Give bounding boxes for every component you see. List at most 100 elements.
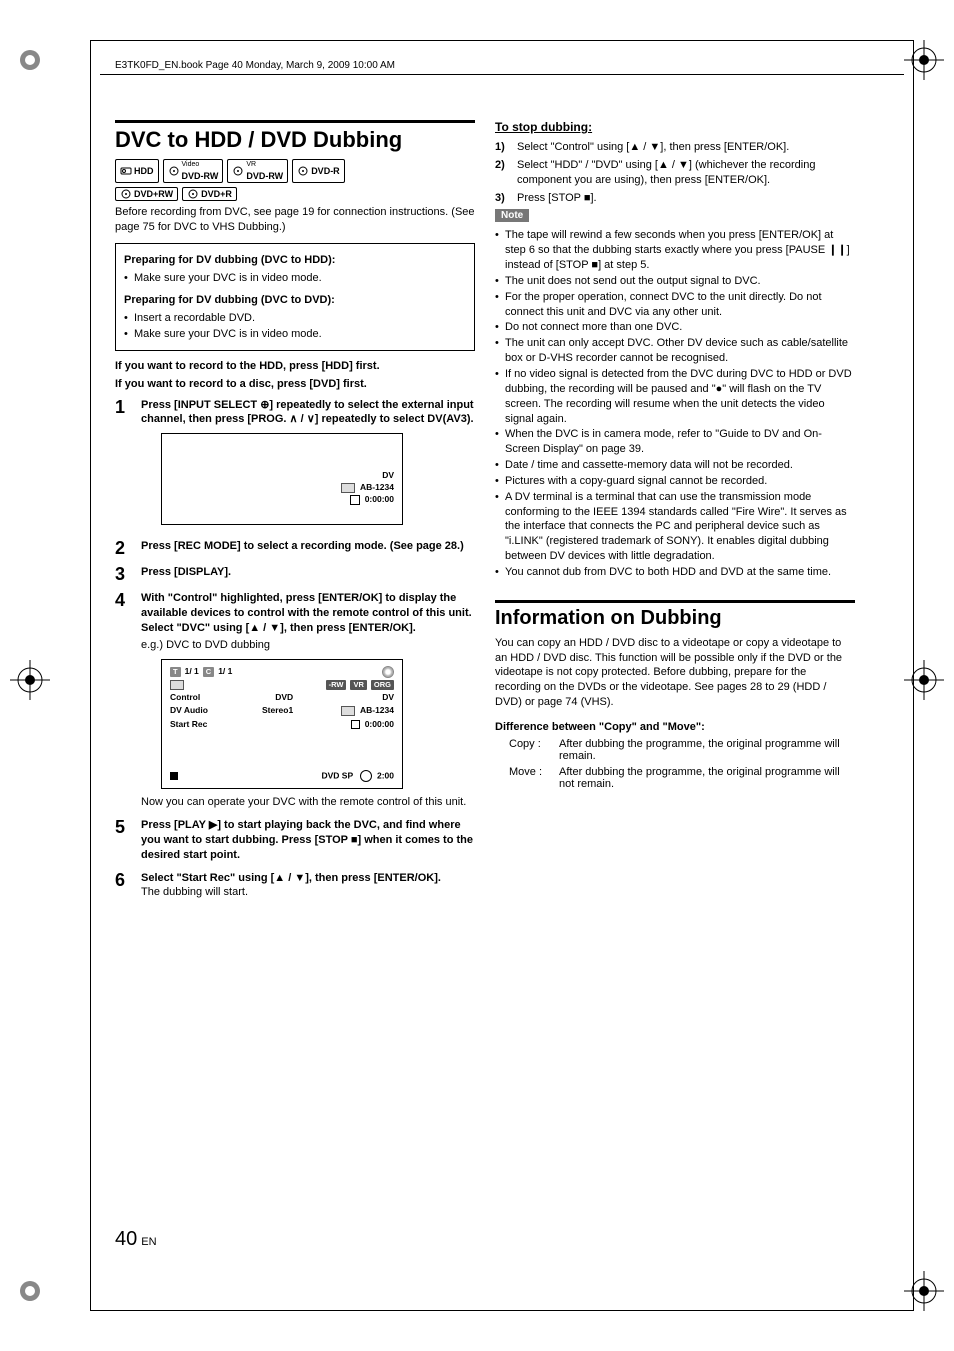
badge-dvd-plus-rw: DVD+RW [115,187,178,201]
osd-c-badge: C [203,667,214,677]
note-item: The unit can only accept DVC. Other DV d… [495,336,855,366]
step-number: 1) [495,140,511,155]
note-item: A DV terminal is a terminal that can use… [495,490,855,564]
badge-label: DVD-RW [246,171,283,181]
step-after-text: The dubbing will start. [141,885,475,900]
note-item: Do not connect more than one DVC. [495,320,855,335]
note-item: Pictures with a copy-guard signal cannot… [495,474,855,489]
diff-value: After dubbing the programme, the origina… [559,738,855,762]
note-item: Date / time and cassette-memory data wil… [495,458,855,473]
diff-key: Move : [509,766,553,790]
page-number-value: 40 [115,1228,137,1250]
badge-label: DVD+RW [134,189,173,199]
pre-instruction: If you want to record to a disc, press [… [115,377,475,392]
note-list: The tape will rewind a few seconds when … [495,228,855,579]
diff-move-row: Move : After dubbing the programme, the … [509,766,855,790]
prep-hdd-heading: Preparing for DV dubbing (DVC to HDD): [124,253,466,268]
page-lang: EN [141,1236,156,1248]
step-text: Press [PLAY ▶] to start playing back the… [141,818,475,863]
note-item: The tape will rewind a few seconds when … [495,228,855,273]
badge-dvd-rw-vr: VR DVD-RW [227,159,288,183]
reg-mark-icon [10,40,50,80]
step-number: 5 [115,818,131,863]
tape-icon [170,680,184,690]
reg-mark-icon [10,1271,50,1311]
step-number: 6 [115,871,131,901]
step-text: Press [INPUT SELECT ⊕] repeatedly to sel… [141,399,474,426]
tape-icon [341,706,355,716]
osd-time: 0:00:00 [365,719,394,729]
badge-sup: Video [182,161,200,168]
right-column: To stop dubbing: 1) Select "Control" usin… [495,120,855,908]
badge-sup: VR [246,161,256,168]
osd-duration: 2:00 [377,770,394,780]
step-item: 3 Press [DISPLAY]. [115,565,475,583]
info-heading: Information on Dubbing [495,607,855,630]
reg-mark-icon [10,660,50,700]
header-rule [100,74,904,75]
note-item: You cannot dub from DVC to both HDD and … [495,565,855,580]
step-number: 4 [115,591,131,810]
step-example-label: e.g.) DVC to DVD dubbing [141,638,475,653]
osd-dvdsp-label: DVD SP [322,770,354,780]
preparation-box: Preparing for DV dubbing (DVC to HDD): M… [115,243,475,351]
osd-code: AB-1234 [360,705,394,715]
diff-key: Copy : [509,738,553,762]
step-text: Select "Control" using [▲ / ▼], then pre… [517,140,789,155]
section-rule [495,600,855,603]
badge-dvd-plus-r: DVD+R [182,187,237,201]
stop-icon [170,772,178,780]
step-number: 3 [115,565,131,583]
osd-counter: 1/ 1 [218,666,232,677]
stop-icon [350,495,360,505]
info-text: You can copy an HDD / DVD disc to a vide… [495,636,855,710]
note-label: Note [495,209,529,222]
intro-text: Before recording from DVC, see page 19 f… [115,205,475,235]
stop-step: 2)Select "HDD" / "DVD" using [▲ / ▼] (wh… [495,158,855,188]
osd-rw-badge: -RW [326,680,347,690]
step-number: 1 [115,398,131,532]
osd-counter: 1/ 1 [185,666,199,677]
stop-heading: To stop dubbing: [495,120,855,134]
left-column: DVC to HDD / DVD Dubbing HDD VideoDVD-RW… [115,120,475,908]
osd-screen-1: DV AB-1234 0:00:00 [161,433,403,525]
step-number: 2) [495,158,511,188]
stop-icon [351,720,360,729]
note-item: The unit does not send out the output si… [495,274,855,289]
content-area: DVC to HDD / DVD Dubbing HDD VideoDVD-RW… [115,120,860,908]
step-number: 3) [495,191,511,206]
stop-steps: 1) Select "Control" using [▲ / ▼], then p… [495,140,855,205]
badge-dvd-r: DVD-R [292,159,345,183]
step-text: Press [REC MODE] to select a recording m… [141,539,475,557]
osd-vr-badge: VR [350,680,366,690]
pre-instruction: If you want to record to the HDD, press … [115,359,475,374]
osd-org-badge: ORG [371,680,394,690]
prep-bullet: Insert a recordable DVD. [124,311,466,326]
osd-dvd-value: DVD [275,692,293,703]
clock-icon [360,770,372,782]
step-after-text: Now you can operate your DVC with the re… [141,795,475,810]
osd-dv-label: DV [341,470,394,482]
step-item: 5 Press [PLAY ▶] to start playing back t… [115,818,475,863]
step-number: 2 [115,539,131,557]
media-badges: HDD VideoDVD-RW VRDVD-RW DVD-R [115,159,475,183]
prep-bullet: Make sure your DVC is in video mode. [124,271,466,286]
step-item: 2 Press [REC MODE] to select a recording… [115,539,475,557]
osd-dvaudio-label: DV Audio [170,705,208,716]
manual-page: E3TK0FD_EN.book Page 40 Monday, March 9,… [0,0,954,1351]
note-item: For the proper operation, connect DVC to… [495,290,855,320]
osd-t-badge: T [170,667,181,677]
osd-control-label: Control [170,692,200,703]
tape-icon [341,483,355,493]
note-item: If no video signal is detected from the … [495,367,855,426]
diff-value: After dubbing the programme, the origina… [559,766,855,790]
running-header: E3TK0FD_EN.book Page 40 Monday, March 9,… [115,60,395,71]
steps-list: 1 Press [INPUT SELECT ⊕] repeatedly to s… [115,398,475,901]
step-text: Press [STOP ■]. [517,191,597,206]
badge-label: DVD-RW [182,171,219,181]
badge-label: DVD-R [311,166,340,176]
media-badges-row2: DVD+RW DVD+R [115,187,475,201]
stop-step: 3) Press [STOP ■]. [495,191,855,206]
section-title: DVC to HDD / DVD Dubbing [115,127,475,153]
badge-dvd-rw-video: Video DVD-RW [163,159,224,183]
